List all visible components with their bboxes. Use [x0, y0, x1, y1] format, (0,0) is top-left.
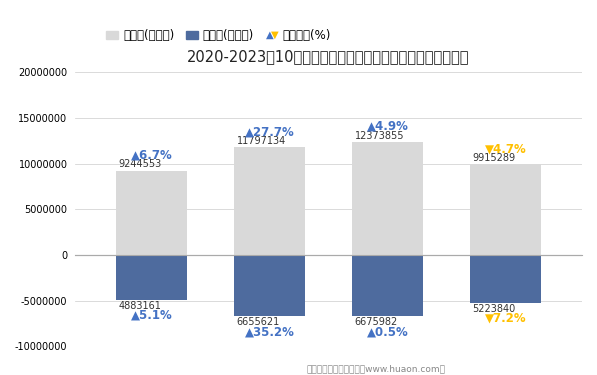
Text: ▲27.7%: ▲27.7%	[245, 125, 294, 138]
Text: ▲35.2%: ▲35.2%	[245, 325, 294, 338]
Text: ▼4.7%: ▼4.7%	[485, 142, 527, 155]
Text: 5223840: 5223840	[472, 304, 516, 314]
Text: ▲4.9%: ▲4.9%	[367, 120, 408, 133]
Text: 9244553: 9244553	[119, 159, 162, 169]
Bar	[352, 142, 423, 255]
Text: 4883161: 4883161	[119, 301, 162, 311]
Text: 12373855: 12373855	[355, 130, 404, 141]
Title: 2020-2023年10月宁波市商品收发货人所在地进、出口额统计: 2020-2023年10月宁波市商品收发货人所在地进、出口额统计	[187, 49, 470, 64]
Text: ▲6.7%: ▲6.7%	[131, 148, 173, 162]
Bar	[470, 165, 541, 255]
Text: ▼7.2%: ▼7.2%	[485, 312, 526, 325]
Bar	[234, 255, 305, 316]
Text: 6675982: 6675982	[355, 318, 398, 327]
Bar	[470, 255, 541, 303]
Text: 11797134: 11797134	[236, 136, 286, 146]
Text: 6655621: 6655621	[236, 317, 280, 327]
Bar	[352, 255, 423, 316]
Bar	[116, 255, 187, 300]
Bar	[116, 171, 187, 255]
Text: ▲5.1%: ▲5.1%	[131, 309, 173, 322]
Text: ▲0.5%: ▲0.5%	[367, 325, 408, 338]
Text: 制图：华经产业研究院（www.huaon.com）: 制图：华经产业研究院（www.huaon.com）	[307, 364, 445, 373]
Text: 9915289: 9915289	[472, 153, 515, 163]
Legend: 出口额(万美元), 进口额(万美元), 同比增长(%): 出口额(万美元), 进口额(万美元), 同比增长(%)	[106, 29, 331, 42]
Bar	[234, 147, 305, 255]
